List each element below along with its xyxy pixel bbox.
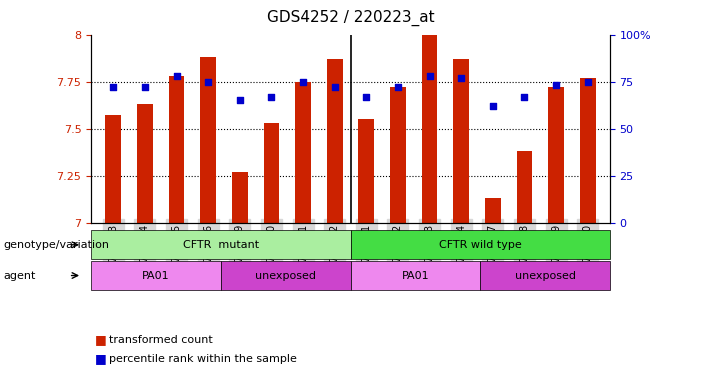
Point <box>519 94 530 100</box>
Bar <box>137 104 153 223</box>
Bar <box>327 59 343 223</box>
Bar <box>200 57 216 223</box>
Point <box>487 103 498 109</box>
Text: agent: agent <box>4 270 36 281</box>
Point <box>550 82 562 88</box>
Text: ■: ■ <box>95 353 107 366</box>
Bar <box>580 78 596 223</box>
Point <box>139 84 151 90</box>
Text: unexposed: unexposed <box>255 270 316 281</box>
Text: genotype/variation: genotype/variation <box>4 240 109 250</box>
Point <box>424 73 435 79</box>
Text: percentile rank within the sample: percentile rank within the sample <box>109 354 297 364</box>
Bar <box>264 123 279 223</box>
Point <box>234 98 245 104</box>
Point <box>361 94 372 100</box>
Point <box>582 79 593 85</box>
Point <box>108 84 119 90</box>
Text: CFTR wild type: CFTR wild type <box>439 240 522 250</box>
Point <box>297 79 308 85</box>
Bar <box>358 119 374 223</box>
Text: unexposed: unexposed <box>515 270 576 281</box>
Text: PA01: PA01 <box>142 270 170 281</box>
Bar <box>105 116 121 223</box>
Bar <box>485 198 501 223</box>
Point <box>171 73 182 79</box>
Point <box>329 84 340 90</box>
Bar <box>422 35 437 223</box>
Text: GDS4252 / 220223_at: GDS4252 / 220223_at <box>266 10 435 26</box>
Bar <box>454 59 469 223</box>
Point <box>266 94 277 100</box>
Bar <box>295 82 311 223</box>
Bar <box>169 76 184 223</box>
Text: CFTR  mutant: CFTR mutant <box>183 240 259 250</box>
Text: PA01: PA01 <box>402 270 429 281</box>
Text: transformed count: transformed count <box>109 335 212 345</box>
Text: ■: ■ <box>95 333 107 346</box>
Bar <box>517 151 532 223</box>
Point <box>393 84 404 90</box>
Bar <box>548 87 564 223</box>
Point <box>203 79 214 85</box>
Bar <box>390 87 406 223</box>
Bar <box>232 172 247 223</box>
Point <box>456 75 467 81</box>
